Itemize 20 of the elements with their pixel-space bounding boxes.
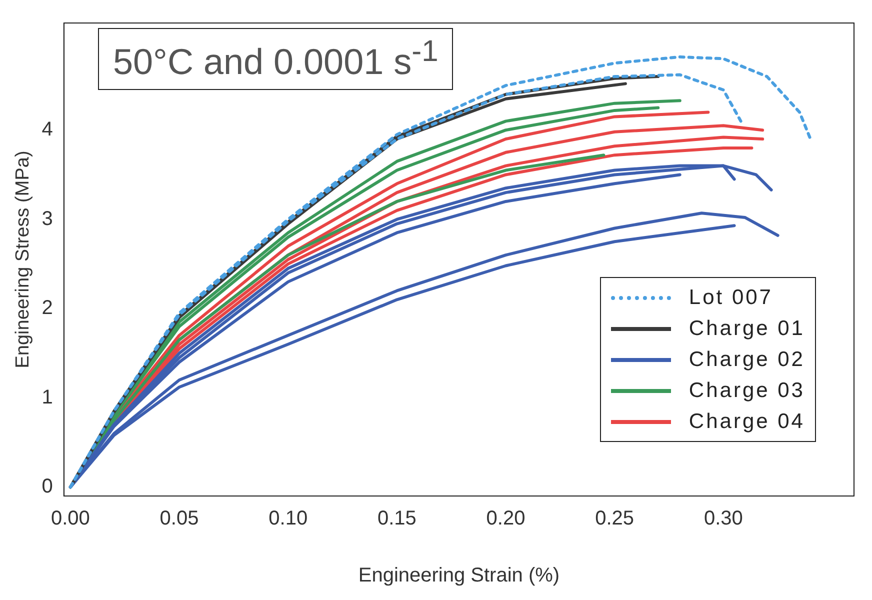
legend-label: Charge 03 <box>688 378 805 402</box>
x-tick-label: 0.20 <box>486 508 526 530</box>
legend-label: Charge 01 <box>688 316 805 340</box>
y-tick-label: 1 <box>42 386 53 408</box>
x-axis-title: Engineering Strain (%) <box>358 564 560 587</box>
x-tick-label: 0.30 <box>704 508 743 530</box>
y-axis-title: Engineering Stress (MPa) <box>12 150 34 368</box>
y-tick-label: 0 <box>42 476 53 498</box>
legend-label: Charge 02 <box>688 348 805 372</box>
chart-title: 50°C and 0.0001 s$^{-1}$ <box>98 28 454 90</box>
x-tick-label: 0.00 <box>50 508 90 530</box>
y-tick-label: 2 <box>42 297 53 320</box>
x-tick-label: 0.10 <box>268 508 308 530</box>
x-tick-label: 0.05 <box>160 508 199 530</box>
x-tick-label: 0.25 <box>595 508 634 530</box>
legend-label: Lot 007 <box>688 286 773 310</box>
x-tick-label: 0.15 <box>377 508 416 530</box>
y-tick-label: 4 <box>42 118 53 141</box>
legend-label: Charge 04 <box>688 410 805 434</box>
y-tick-label: 3 <box>42 208 53 230</box>
